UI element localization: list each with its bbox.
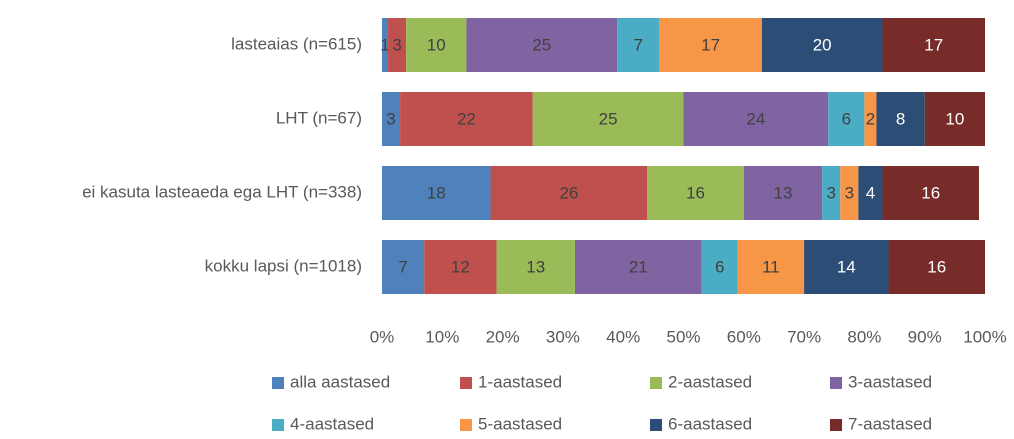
bar-segment: [882, 18, 985, 72]
bar-segment: [382, 240, 425, 294]
legend-swatch: [460, 419, 472, 431]
x-tick-label: 0%: [370, 327, 395, 346]
x-tick-label: 30%: [546, 327, 580, 346]
data-label: 10: [427, 35, 446, 54]
bar-segment: [882, 166, 979, 220]
legend-swatch: [272, 377, 284, 389]
bar-segment: [804, 240, 889, 294]
data-label: 25: [532, 35, 551, 54]
data-label: 26: [559, 183, 578, 202]
legend-swatch: [830, 377, 842, 389]
bar-segment: [822, 166, 841, 220]
bar-segment: [466, 18, 618, 72]
data-label: 14: [837, 257, 856, 276]
bar-segment: [617, 18, 660, 72]
bar-segment: [737, 240, 805, 294]
bar-segment: [406, 18, 467, 72]
data-label: 16: [686, 183, 705, 202]
data-label: 8: [896, 109, 905, 128]
bar-segment: [532, 92, 684, 146]
x-tick-label: 90%: [908, 327, 942, 346]
legend-label: 4-aastased: [290, 414, 374, 433]
data-label: 7: [398, 257, 407, 276]
x-tick-label: 20%: [486, 327, 520, 346]
legend-label: alla aastased: [290, 372, 390, 391]
x-tick-label: 80%: [847, 327, 881, 346]
bar-segment: [876, 92, 925, 146]
legend-label: 1-aastased: [478, 372, 562, 391]
bar-segment: [864, 92, 877, 146]
bar-segment: [382, 18, 389, 72]
bar-segment: [647, 166, 744, 220]
x-tick-label: 100%: [963, 327, 1006, 346]
data-label: 11: [762, 257, 780, 276]
legend-label: 7-aastased: [848, 414, 932, 433]
data-label: 1: [380, 35, 389, 54]
bar-segment: [382, 92, 401, 146]
bar-segment: [490, 166, 648, 220]
bar-segment: [683, 92, 829, 146]
legend-swatch: [650, 419, 662, 431]
y-tick-label: kokku lapsi (n=1018): [205, 256, 362, 275]
legend-label: 2-aastased: [668, 372, 752, 391]
bar-segment: [659, 18, 762, 72]
bar-segment: [858, 166, 883, 220]
data-label: 13: [774, 183, 793, 202]
data-label: 18: [427, 183, 446, 202]
bar-segment: [382, 166, 491, 220]
y-tick-label: LHT (n=67): [276, 108, 362, 127]
x-tick-label: 40%: [606, 327, 640, 346]
data-label: 12: [451, 257, 470, 276]
data-label: 2: [866, 109, 875, 128]
data-label: 24: [746, 109, 765, 128]
data-label: 3: [827, 183, 836, 202]
data-label: 3: [386, 109, 395, 128]
data-label: 16: [927, 257, 946, 276]
x-tick-label: 50%: [666, 327, 700, 346]
data-label: 7: [634, 35, 643, 54]
legend-label: 6-aastased: [668, 414, 752, 433]
data-label: 17: [924, 35, 943, 54]
data-label: 20: [813, 35, 832, 54]
bar-segment: [701, 240, 738, 294]
legend-label: 3-aastased: [848, 372, 932, 391]
bar-segment: [424, 240, 497, 294]
legend-swatch: [830, 419, 842, 431]
bar-segment: [743, 166, 823, 220]
legend-label: 5-aastased: [478, 414, 562, 433]
x-tick-label: 70%: [787, 327, 821, 346]
legend-swatch: [272, 419, 284, 431]
bar-segment: [388, 18, 407, 72]
bar-segment: [761, 18, 883, 72]
legend-swatch: [650, 377, 662, 389]
bar-segment: [400, 92, 533, 146]
data-label: 21: [629, 257, 648, 276]
legend-swatch: [460, 377, 472, 389]
x-tick-label: 60%: [727, 327, 761, 346]
data-label: 6: [842, 109, 851, 128]
bar-segment: [828, 92, 865, 146]
data-label: 22: [457, 109, 476, 128]
y-tick-label: ei kasuta lasteaeda ega LHT (n=338): [82, 182, 362, 201]
data-label: 16: [921, 183, 940, 202]
data-label: 6: [715, 257, 724, 276]
x-tick-label: 10%: [425, 327, 459, 346]
data-label: 25: [599, 109, 618, 128]
data-label: 13: [526, 257, 545, 276]
bar-segment: [496, 240, 575, 294]
bar-segment: [574, 240, 702, 294]
bar-segment: [924, 92, 985, 146]
data-label: 3: [845, 183, 854, 202]
bar-segment: [840, 166, 859, 220]
data-label: 17: [701, 35, 720, 54]
data-label: 3: [392, 35, 401, 54]
bar-segment: [888, 240, 985, 294]
data-label: 4: [866, 183, 875, 202]
data-label: 10: [945, 109, 964, 128]
y-tick-label: lasteaias (n=615): [231, 34, 362, 53]
